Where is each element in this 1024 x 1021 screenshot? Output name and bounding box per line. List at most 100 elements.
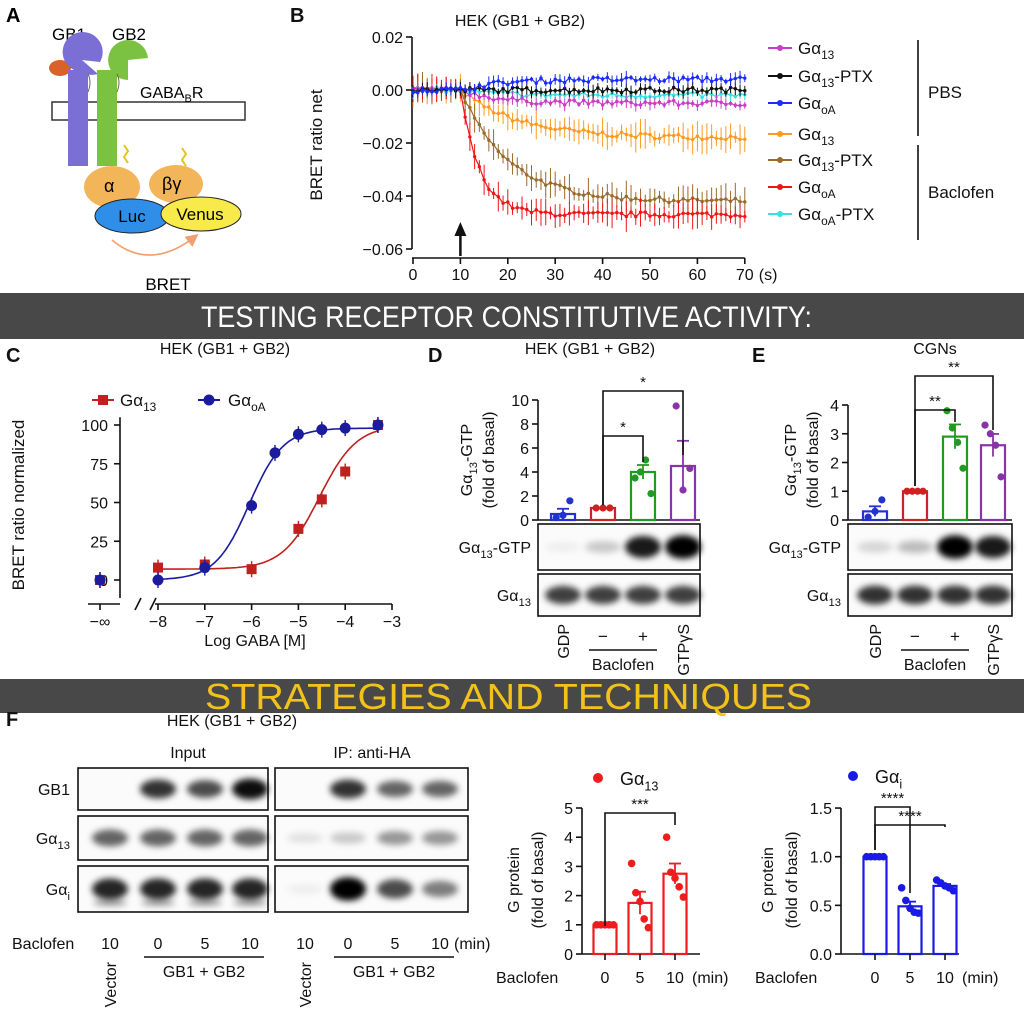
blot-row-label-base: GB1	[38, 782, 70, 799]
blot-row-label-subscript: i	[68, 891, 71, 903]
blot-row	[847, 523, 1013, 571]
category-label: −	[910, 627, 920, 646]
blot-band	[897, 585, 933, 605]
x-tick-label: 10	[666, 970, 684, 987]
legend-entry-suffix: -PTX	[836, 205, 875, 224]
data-point	[667, 868, 675, 877]
x-tick-label: 10	[452, 267, 470, 284]
blot-band	[93, 899, 127, 906]
panel-letter: F	[6, 709, 18, 731]
blot-row-label-base: Gα	[769, 540, 791, 557]
legend-entry-subscript: oA	[821, 187, 836, 201]
legend-entry-base: Gα	[798, 39, 821, 58]
significance-bracket	[604, 812, 676, 926]
data-point	[908, 487, 916, 495]
y-axis-label-suffix: -GTP	[459, 424, 476, 462]
blot-band	[140, 779, 176, 799]
data-point	[552, 514, 560, 522]
x-tick-label: −4	[336, 614, 354, 631]
legend-entry: GαoA-PTX	[798, 205, 874, 228]
y-tick-label: 8	[520, 417, 529, 434]
legend-entry-base: Gα	[228, 391, 251, 410]
x-tick-label: 5	[906, 970, 915, 987]
data-point	[636, 897, 644, 906]
data-point	[339, 422, 351, 434]
data-point	[675, 883, 683, 891]
group-label: Baclofen	[928, 183, 994, 202]
lipid-anchor-icon	[122, 144, 188, 167]
data-point	[981, 421, 989, 429]
legend-entry-subscript: 13	[644, 779, 658, 793]
venus-label: Venus	[176, 205, 223, 224]
data-point	[997, 473, 1005, 481]
data-point	[632, 888, 640, 897]
y-tick-label: 1.0	[810, 850, 832, 867]
data-point	[316, 494, 327, 505]
data-point	[647, 490, 655, 498]
legend-entry: Gα13-PTX	[798, 151, 873, 174]
data-point	[644, 923, 653, 932]
blot-band	[975, 535, 1011, 559]
data-point	[878, 496, 886, 504]
data-point	[640, 915, 648, 923]
trace	[412, 86, 745, 107]
lane-label: 0	[154, 936, 163, 953]
y-tick-label: 2	[564, 889, 573, 906]
blot-row-label: Gαi	[46, 882, 70, 903]
legend-marker	[777, 131, 783, 137]
significance-bracket	[914, 375, 994, 486]
group-label: PBS	[928, 83, 962, 102]
legend-entry: GαoA	[798, 178, 836, 201]
data-point	[599, 504, 607, 512]
receptor-label-base: GABA	[140, 85, 185, 102]
category-label: GTPγS	[986, 624, 1003, 676]
x-tick-label: 50	[641, 267, 659, 284]
legend-marker	[777, 73, 783, 79]
y-tick-label: 1.5	[810, 801, 832, 818]
blot-row-label: Gα13	[497, 588, 531, 609]
ip-blot-row	[274, 815, 469, 861]
data-point	[743, 214, 747, 219]
blot-row-label-subscript: 13	[790, 549, 802, 561]
group-label: Baclofen	[904, 657, 966, 674]
blot-row-label: Gα13	[807, 588, 841, 609]
y-axis-label: BRET ratio normalized	[9, 420, 28, 591]
y-tick-label: 2	[520, 489, 529, 506]
bar	[862, 855, 888, 956]
y-axis-label: G protein	[760, 847, 777, 913]
trace	[412, 86, 745, 218]
blot-band	[377, 830, 413, 846]
category-label: −	[598, 627, 608, 646]
data-point	[679, 486, 687, 494]
data-point	[246, 500, 258, 512]
blot-band	[422, 780, 458, 798]
blot-band	[975, 585, 1011, 605]
x-axis-label: Log GABA [M]	[204, 633, 305, 650]
legend-entry-subscript: oA	[821, 214, 836, 228]
y-tick-label: 25	[90, 534, 108, 551]
significance-label: *	[620, 419, 626, 436]
y-axis-label: Gα13-GTP	[459, 424, 480, 496]
blot-row-label: Gα13-GTP	[459, 540, 531, 561]
blot-band	[422, 830, 458, 846]
y-axis-label: (fold of basal)	[481, 412, 498, 509]
y-axis-label: G protein	[506, 847, 523, 913]
significance-bracket	[914, 409, 956, 486]
lane-label: 10	[101, 936, 119, 953]
vector-label: Vector	[103, 961, 120, 1007]
legend-entry-base: Gα	[120, 391, 143, 410]
blot-row-label-subscript: 13	[829, 597, 841, 609]
significance-bracket	[874, 824, 946, 850]
blot-band	[140, 829, 176, 847]
banner-title: TESTING RECEPTOR CONSTITUTIVE ACTIVITY:	[201, 301, 812, 334]
legend-entry: Gαi	[875, 767, 902, 791]
blot-band	[625, 535, 661, 559]
legend-marker	[777, 157, 783, 163]
trace	[412, 86, 745, 204]
lane-label: 5	[391, 936, 400, 953]
gb2-label: GB2	[112, 25, 146, 44]
y-tick-label: 0	[830, 513, 839, 530]
trace	[413, 76, 745, 94]
data-point	[340, 466, 351, 477]
